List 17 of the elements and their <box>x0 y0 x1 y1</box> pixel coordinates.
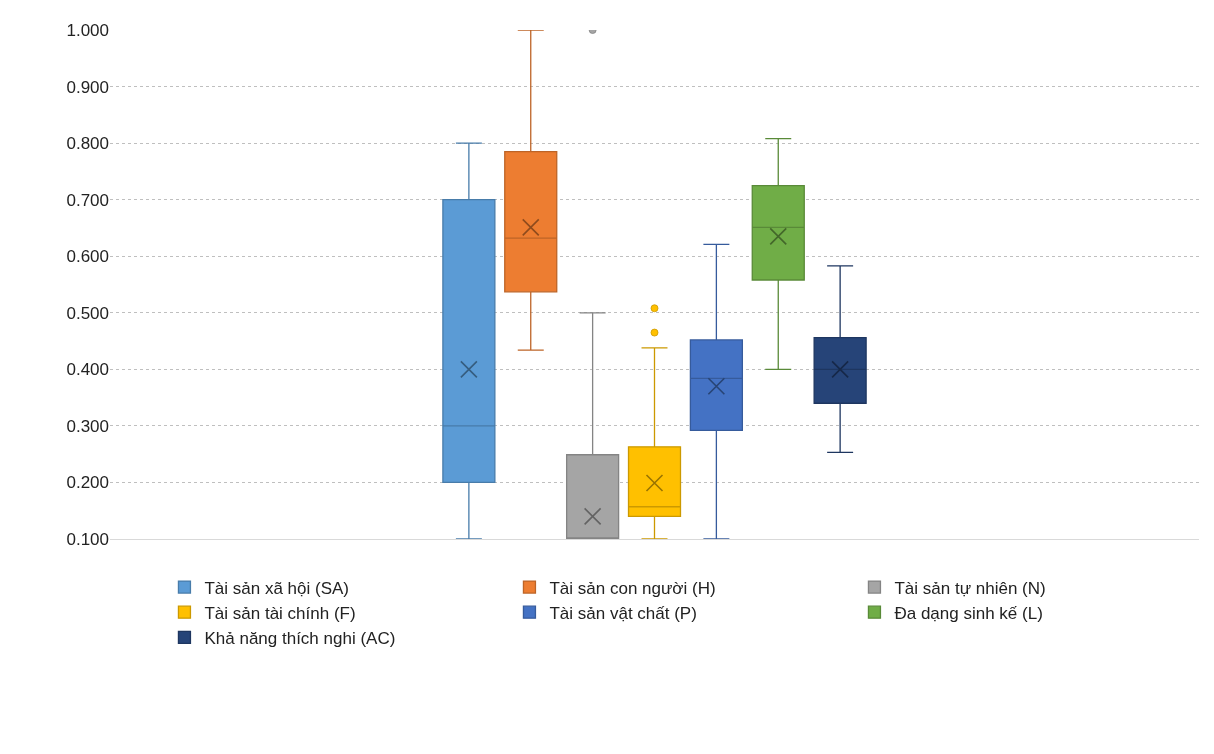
legend-label: Tài sản vật chất (P) <box>549 603 697 623</box>
y-tick-label: 0.500 <box>66 303 109 323</box>
y-tick-label: 0.600 <box>66 247 109 267</box>
y-tick-label: 0.800 <box>66 134 109 154</box>
legend-label: Tài sản tự nhiên (N) <box>894 578 1046 598</box>
y-tick-label: 0.200 <box>66 473 109 493</box>
legend-label: Đa dạng sinh kế (L) <box>894 603 1043 623</box>
y-tick-label: 0.400 <box>66 360 109 380</box>
legend-label: Tài sản tài chính (F) <box>204 603 356 623</box>
legend-label: Tài sản con người (H) <box>549 578 716 598</box>
y-tick-label: 0.300 <box>66 416 109 436</box>
legend-label: Tài sản xã hội (SA) <box>204 578 350 598</box>
y-tick-label: 0.700 <box>66 190 109 210</box>
y-tick-label: 1.000 <box>66 20 109 40</box>
y-tick-label: 0.100 <box>66 529 109 549</box>
legend-label: Khả năng thích nghi (AC) <box>204 628 396 648</box>
y-tick-label: 0.900 <box>66 77 109 97</box>
